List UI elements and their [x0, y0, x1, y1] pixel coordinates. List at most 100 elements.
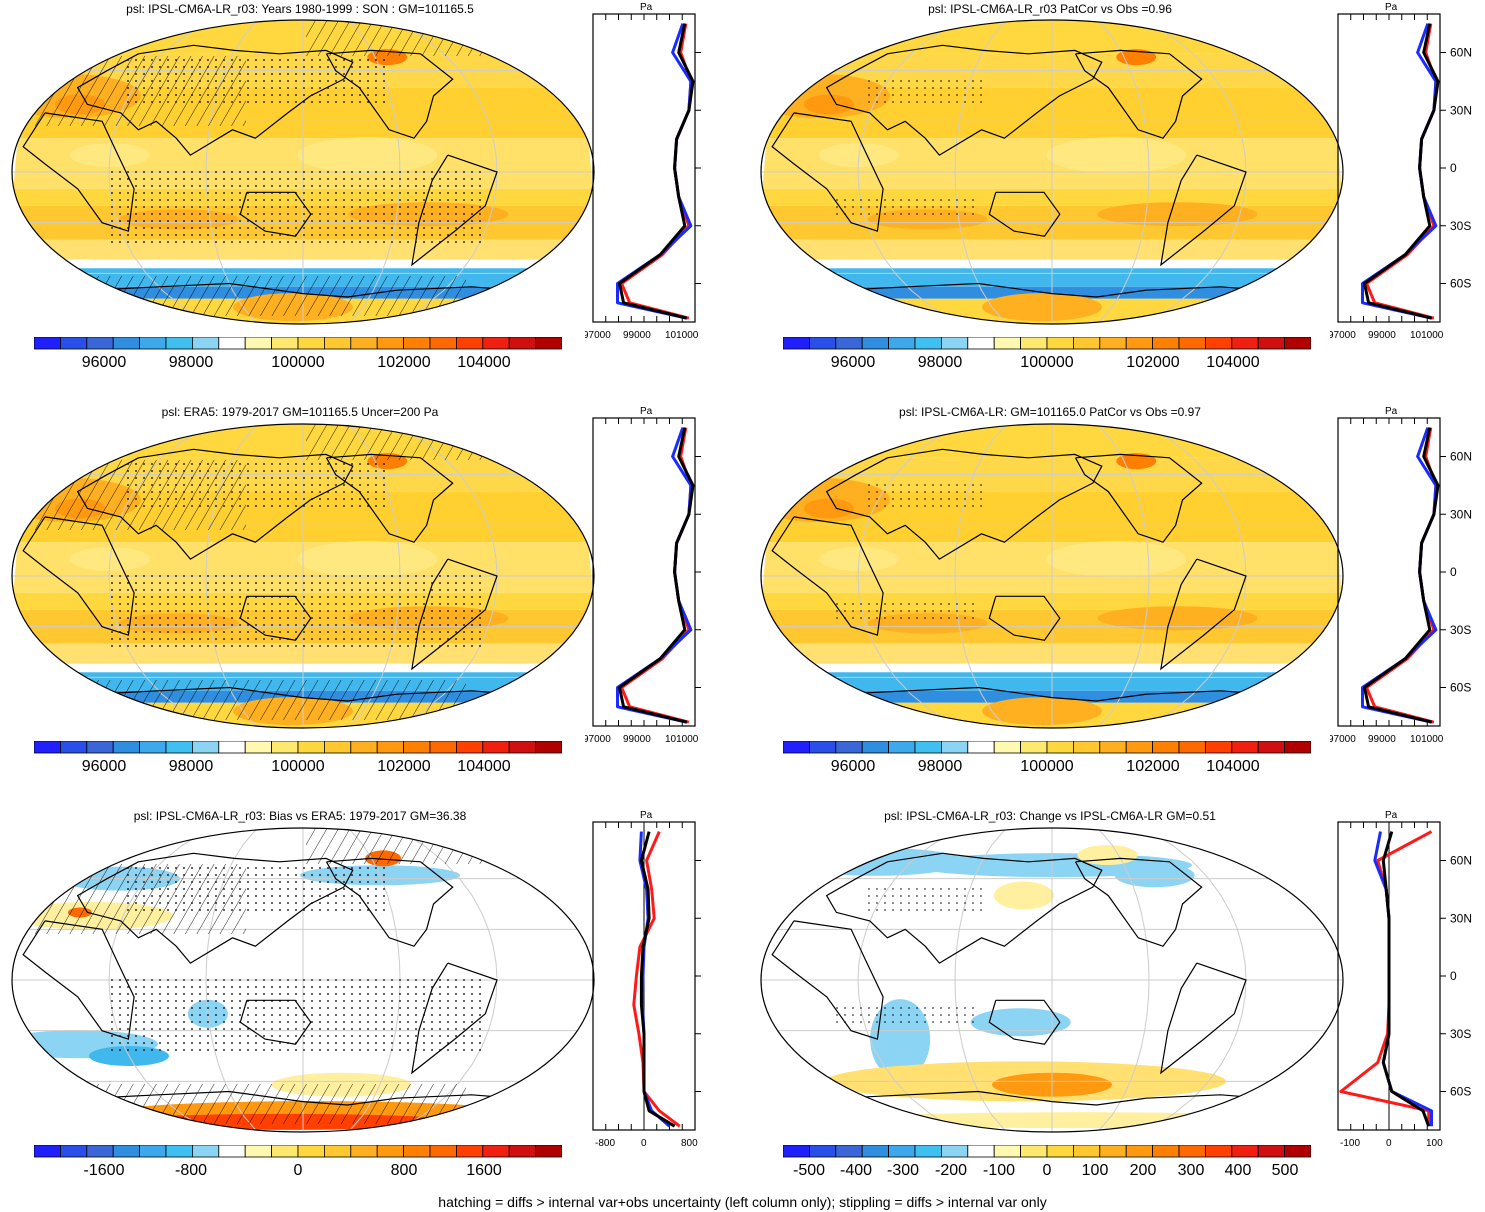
- colorbar-swatch: [993, 337, 1021, 350]
- map-panel-6: [760, 827, 1344, 1133]
- coastline: [840, 1090, 1264, 1106]
- longitude-gridline: [857, 424, 962, 728]
- coastline: [988, 191, 1061, 237]
- coastline: [1160, 962, 1247, 1075]
- profile-line-black: [1381, 831, 1431, 1127]
- longitude-gridline: [1097, 424, 1150, 728]
- colorbar-panel-5: [34, 1145, 562, 1158]
- colorbar-swatch: [482, 741, 510, 754]
- latitude-label: 30S: [1450, 1027, 1471, 1041]
- map-border: [760, 423, 1344, 729]
- colorbar-swatch: [861, 741, 889, 754]
- colorbar-swatch: [429, 1145, 457, 1158]
- colorbar-swatch: [993, 741, 1021, 754]
- colorbar-label: 96000: [81, 354, 127, 371]
- colorbar-label: -100: [982, 1162, 1016, 1179]
- profile-x-tick-label: -100: [1340, 1138, 1360, 1149]
- colorbar-label: 102000: [377, 758, 431, 775]
- colorbar-panel-6: [783, 1145, 1311, 1158]
- panel-title-3: psl: ERA5: 1979-2017 GM=101165.5 Uncer=2…: [161, 405, 439, 419]
- colorbar-swatch: [191, 337, 220, 350]
- colorbar-swatch: [350, 741, 378, 754]
- stippling-area: [106, 166, 486, 246]
- stippling-area: [835, 1004, 975, 1028]
- colorbar-swatch: [783, 1145, 810, 1158]
- colorbar-label: 102000: [377, 354, 431, 371]
- profile-panel-4: Pa 60N 30N 0 30S 60S 97000 99000 101000: [1330, 406, 1472, 745]
- profile-frame: [592, 417, 696, 727]
- colorbar-swatch: [376, 1145, 405, 1158]
- colorbar-swatch: [835, 741, 863, 754]
- colorbar-swatch: [783, 741, 810, 754]
- colorbar-swatch: [1231, 741, 1259, 754]
- colorbar-labels-6: -500 -400 -300 -200 -100 0 100 200 300 4…: [783, 1162, 1311, 1184]
- colorbar-swatch: [271, 741, 299, 754]
- latitude-label: 0: [1450, 161, 1457, 175]
- colorbar-labels-1: 96000 98000 100000 102000 104000: [34, 354, 562, 376]
- colorbar-label: 96000: [830, 758, 876, 775]
- colorbar-swatch: [967, 741, 995, 754]
- colorbar-swatch: [808, 741, 837, 754]
- colorbar-swatch: [165, 741, 193, 754]
- colorbar-swatch: [508, 741, 537, 754]
- colorbar-swatch: [1204, 1145, 1233, 1158]
- map-panel-4: [760, 423, 1344, 729]
- colorbar-swatch: [967, 337, 995, 350]
- colorbar-swatch: [244, 741, 272, 754]
- colorbar-swatch: [888, 337, 916, 350]
- colorbar-swatch: [297, 337, 325, 350]
- colorbar-swatch: [112, 1145, 140, 1158]
- colorbar-label: 1600: [466, 1162, 502, 1179]
- colorbar-swatch: [967, 1145, 995, 1158]
- colorbar-panel-4: [783, 741, 1311, 754]
- colorbar-swatch: [429, 337, 457, 350]
- colorbar-swatch: [482, 1145, 510, 1158]
- contour-region: [297, 541, 438, 578]
- coastline: [771, 516, 884, 636]
- colorbar-swatch: [139, 741, 167, 754]
- colorbar-label: 104000: [1206, 354, 1260, 371]
- colorbar-label: 500: [1271, 1162, 1299, 1179]
- colorbar-swatch: [1046, 741, 1074, 754]
- latitude-label: 30N: [1450, 103, 1472, 117]
- colorbar-label: -300: [886, 1162, 920, 1179]
- latitude-label: 30S: [1450, 219, 1471, 233]
- colorbar-swatch: [86, 1145, 114, 1158]
- coastline: [325, 49, 454, 139]
- colorbar-swatch: [535, 741, 562, 754]
- colorbar-swatch: [403, 741, 431, 754]
- colorbar-swatch: [535, 1145, 562, 1158]
- profile-panel-6: Pa 60N 30N 0 30S 60S -100 0 100: [1337, 810, 1472, 1149]
- colorbar-swatch: [1257, 1145, 1286, 1158]
- colorbar-swatch: [112, 337, 140, 350]
- latitude-label: 0: [1450, 565, 1457, 579]
- colorbar-swatch: [403, 337, 431, 350]
- longitude-gridline: [954, 20, 1007, 324]
- profile-unit-label: Pa: [640, 406, 653, 417]
- coastline: [22, 112, 135, 232]
- colorbar-swatch: [350, 337, 378, 350]
- profile-x-tick-label: 101000: [1410, 330, 1444, 341]
- colorbar-label: 96000: [830, 354, 876, 371]
- footnote: hatching = diffs > internal var+obs unce…: [438, 1194, 1047, 1210]
- panel-title-5: psl: IPSL-CM6A-LR_r03: Bias vs ERA5: 197…: [133, 809, 467, 823]
- coastline: [988, 595, 1061, 641]
- map-field: [12, 20, 594, 324]
- profile-x-tick-label: 99000: [623, 734, 651, 745]
- colorbar-swatch: [218, 1145, 246, 1158]
- latitude-label: 30N: [1450, 911, 1472, 925]
- colorbar-label: 0: [1042, 1162, 1052, 1179]
- stippling-area: [106, 570, 486, 650]
- coastline: [411, 962, 498, 1075]
- coastline: [988, 999, 1061, 1045]
- latitude-label: 60N: [1450, 46, 1472, 60]
- colorbar-swatch: [1072, 1145, 1101, 1158]
- contour-region: [981, 697, 1102, 726]
- colorbar-swatch: [1178, 337, 1206, 350]
- contour-region: [803, 94, 854, 115]
- colorbar-swatch: [940, 741, 969, 754]
- coastline: [825, 44, 1103, 156]
- colorbar-swatch: [271, 1145, 299, 1158]
